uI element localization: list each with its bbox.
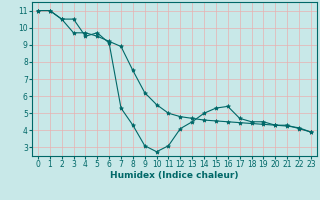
X-axis label: Humidex (Indice chaleur): Humidex (Indice chaleur) bbox=[110, 171, 239, 180]
